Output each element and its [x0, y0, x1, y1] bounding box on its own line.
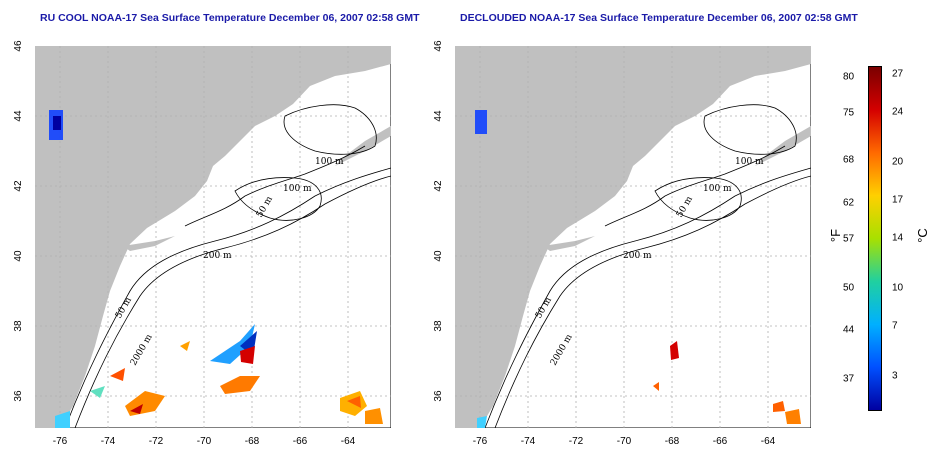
sst-map-raw-canvas: 100 m 100 m 50 m 200 m 50 m 2000 m [35, 46, 391, 428]
sst-patches-raw [49, 110, 383, 428]
colorbar-f-label: 44 [843, 324, 855, 336]
map-title-left: RU COOL NOAA-17 Sea Surface Temperature … [40, 12, 420, 24]
fahrenheit-unit-label: °F [828, 228, 844, 243]
contour-label: 200 m [623, 251, 652, 261]
lat-tick-label: 38 [13, 320, 25, 332]
lat-tick-label: 36 [13, 390, 25, 402]
sst-map-declouded: 100 m 100 m 50 m 200 m 50 m 2000 m 46 44… [433, 40, 811, 447]
lon-tick-label: -70 [196, 436, 212, 447]
lat-tick-label: 42 [13, 180, 25, 192]
contour-label: 100 m [735, 157, 764, 167]
lon-tick-label: -70 [616, 436, 632, 447]
colorbar-c-label: 3 [892, 370, 898, 382]
land-mass [35, 46, 391, 428]
bathymetry-contours [64, 104, 391, 428]
lon-tick-label: -74 [100, 436, 116, 447]
contour-label: 100 m [703, 184, 732, 194]
lat-tick-label: 36 [433, 390, 445, 402]
colorbar-f-label: 37 [843, 373, 855, 385]
graticule [455, 46, 811, 428]
lat-tick-label: 40 [13, 250, 25, 262]
colorbar-c-label: 27 [892, 68, 904, 80]
lat-tick-label: 46 [13, 40, 25, 52]
celsius-unit-label: °C [914, 228, 930, 243]
lat-tick-label: 38 [433, 320, 445, 332]
colorbar-f-label: 80 [843, 71, 855, 83]
colorbar-c-label: 20 [892, 156, 904, 168]
temperature-colorbar [868, 66, 882, 411]
colorbar-c-label: 24 [892, 106, 904, 118]
colorbar-c-label: 17 [892, 194, 904, 206]
map-title-right: DECLOUDED NOAA-17 Sea Surface Temperatur… [460, 12, 858, 24]
long-island [543, 236, 595, 251]
contour-label: 100 m [315, 157, 344, 167]
lon-tick-label: -66 [292, 436, 308, 447]
lon-tick-label: -72 [568, 436, 584, 447]
graticule [35, 46, 391, 428]
lat-tick-label: 40 [433, 250, 445, 262]
bathymetry-contours [484, 104, 811, 428]
sst-map-declouded-canvas: 100 m 100 m 50 m 200 m 50 m 2000 m [455, 46, 811, 428]
colorbar-f-label: 75 [843, 107, 855, 119]
lon-tick-label: -76 [52, 436, 68, 447]
sst-patches-declouded [475, 110, 801, 428]
lon-tick-label: -72 [148, 436, 164, 447]
colorbar-c-label: 10 [892, 282, 904, 294]
colorbar-f-label: 50 [843, 282, 855, 294]
lon-tick-label: -76 [472, 436, 488, 447]
lon-tick-label: -68 [244, 436, 260, 447]
lon-tick-label: -66 [712, 436, 728, 447]
nova-scotia [755, 126, 811, 166]
lat-tick-label: 44 [13, 110, 25, 122]
colorbar-c-label: 14 [892, 232, 904, 244]
lat-tick-label: 44 [433, 110, 445, 122]
nova-scotia [335, 126, 391, 166]
lon-tick-label: -64 [340, 436, 356, 447]
lat-tick-label: 46 [433, 40, 445, 52]
land-mass [455, 46, 811, 428]
lon-tick-label: -74 [520, 436, 536, 447]
contour-label: 100 m [283, 184, 312, 194]
contour-label: 200 m [203, 251, 232, 261]
lon-tick-label: -64 [760, 436, 776, 447]
colorbar-c-label: 7 [892, 320, 898, 332]
lon-tick-label: -68 [664, 436, 680, 447]
long-island [123, 236, 175, 251]
colorbar-f-label: 57 [843, 233, 855, 245]
colorbar-f-label: 68 [843, 154, 855, 166]
sst-map-raw: 100 m 100 m 50 m 200 m 50 m 2000 m [13, 40, 391, 447]
lat-tick-label: 42 [433, 180, 445, 192]
colorbar-f-label: 62 [843, 197, 855, 209]
